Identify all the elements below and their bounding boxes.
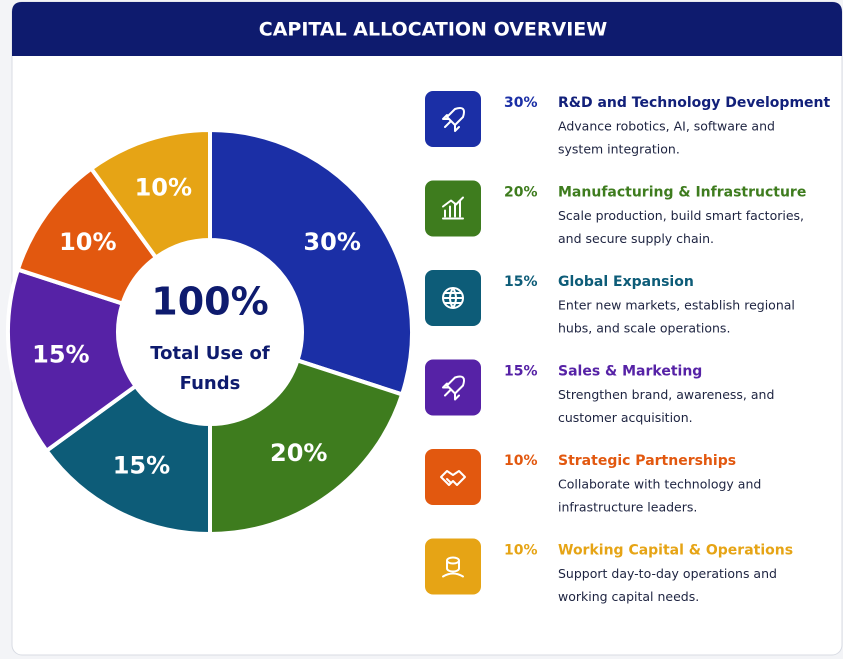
legend-percent: 15% — [504, 364, 538, 380]
legend-icon — [425, 180, 481, 237]
legend-description: system integration. — [558, 142, 680, 157]
legend-item: 15% Global Expansion Enter new markets, es… — [425, 270, 795, 336]
legend-category: Sales & Marketing — [558, 364, 702, 380]
legend-description: Advance robotics, AI, software and — [558, 119, 775, 134]
segment-label: 10% — [135, 173, 192, 201]
center-text: Total Use of — [150, 343, 270, 364]
legend-item: 10% Strategic Partnerships Collaborate wit… — [425, 449, 761, 515]
legend-percent: 10% — [504, 453, 538, 469]
header-bar — [12, 2, 842, 56]
legend-category: Manufacturing & Infrastructure — [558, 185, 806, 201]
segment-label: 30% — [303, 228, 360, 256]
icon-glyph — [442, 107, 465, 132]
legend-percent: 30% — [504, 95, 538, 111]
legend-description: Scale production, build smart factories, — [558, 208, 804, 223]
donut-hole — [120, 242, 300, 422]
legend-category: Strategic Partnerships — [558, 453, 736, 469]
legend-icon — [425, 359, 481, 416]
legend-item: 20% Manufacturing & Infrastructure Scale p… — [425, 180, 806, 246]
legend-icon — [425, 91, 481, 147]
donut-segment — [6, 267, 139, 454]
center-text: Funds — [180, 373, 241, 394]
legend-description: customer acquisition. — [558, 410, 693, 425]
legend-description: working capital needs. — [558, 589, 699, 604]
segment-label: 15% — [32, 341, 89, 369]
legend-description: Enter new markets, establish regional — [558, 298, 795, 313]
legend-item: 15% Sales & Marketing Strengthen brand, aw… — [425, 359, 774, 425]
legend-icon — [425, 449, 481, 505]
donut-segment — [208, 357, 405, 537]
legend-category: Global Expansion — [558, 274, 694, 290]
legend-description: infrastructure leaders. — [558, 500, 697, 515]
icon-glyph — [442, 556, 464, 578]
center-value: 100% — [151, 280, 268, 324]
legend-description: hubs, and scale operations. — [558, 321, 730, 336]
icon-glyph — [442, 196, 464, 220]
segment-label: 20% — [270, 439, 327, 467]
legend-category: R&D and Technology Development — [558, 95, 830, 111]
segment-label: 10% — [59, 228, 116, 256]
legend-description: Collaborate with technology and — [558, 477, 761, 492]
legend-icon — [425, 538, 481, 595]
segment-label: 15% — [113, 452, 170, 480]
legend-percent: 20% — [504, 185, 538, 201]
chart-title: CAPITAL ALLOCATION OVERVIEW — [259, 19, 608, 41]
legend-item: 30% R&D and Technology Development Advance… — [425, 91, 830, 157]
icon-glyph — [442, 375, 465, 401]
legend-description: Support day-to-day operations and — [558, 566, 777, 581]
icon-glyph — [442, 287, 464, 309]
legend-description: Strengthen brand, awareness, and — [558, 387, 774, 402]
legend-description: and secure supply chain. — [558, 231, 714, 246]
donut-segment — [88, 127, 212, 261]
legend-category: Working Capital & Operations — [558, 543, 793, 559]
icon-glyph — [440, 470, 466, 486]
legend-percent: 10% — [504, 543, 538, 559]
donut-segment — [208, 127, 414, 397]
legend-item: 10% Working Capital & Operations Support d… — [425, 538, 793, 604]
legend-percent: 15% — [504, 274, 538, 290]
